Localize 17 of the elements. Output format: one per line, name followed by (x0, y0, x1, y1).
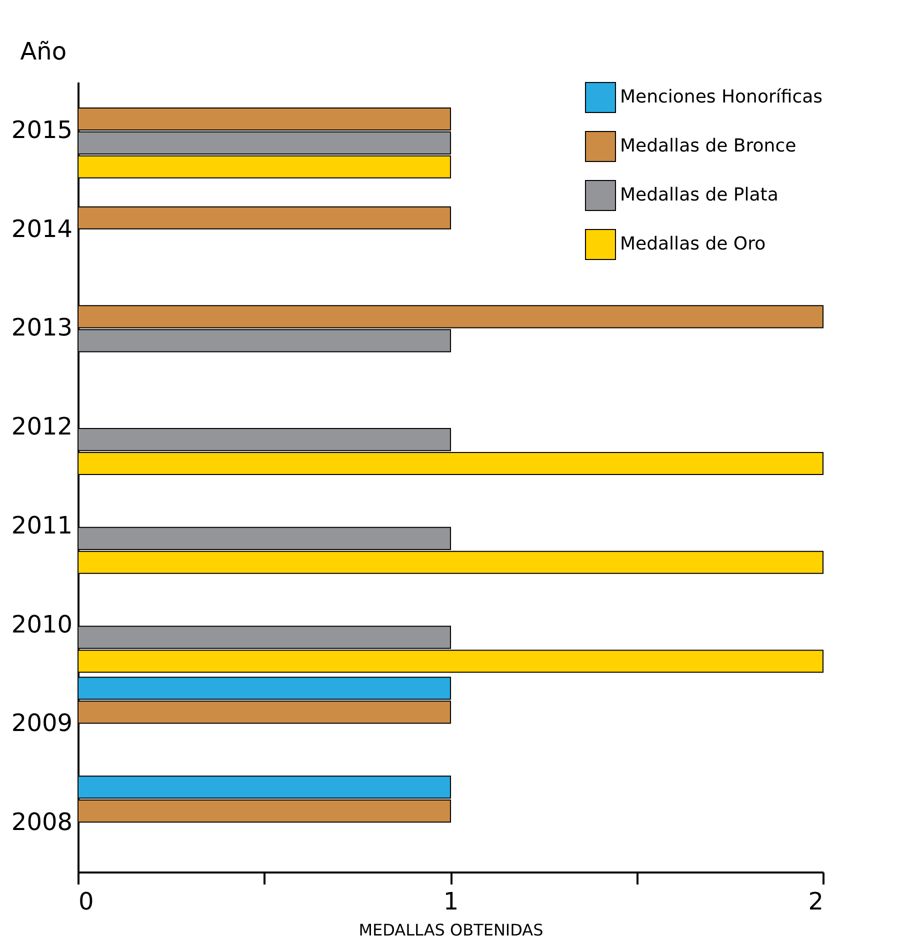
y-tick-label: 2015 (11, 116, 72, 144)
y-tick-label: 2008 (11, 808, 72, 836)
y-tick-label: 2010 (11, 610, 72, 638)
y-tick-label: 2014 (11, 214, 72, 243)
y-tick-label: 2011 (11, 511, 72, 540)
x-tick-label: 2 (808, 888, 824, 916)
legend-label: Medallas de Plata (620, 184, 778, 206)
x-tick-label: 0 (78, 888, 94, 916)
x-tick-label: 1 (443, 888, 459, 916)
y-tick-label: 2009 (11, 709, 72, 738)
x-axis-title: MEDALLAS OBTENIDAS (358, 920, 544, 937)
legend-label: Menciones Honoríficas (620, 86, 823, 108)
y-tick-label: 2012 (11, 412, 72, 441)
legend-label: Medallas de Oro (620, 234, 766, 254)
legend-label: Medallas de Bronce (620, 136, 796, 156)
y-tick-label: 2013 (11, 314, 72, 342)
y-axis-title: Año (20, 38, 66, 66)
